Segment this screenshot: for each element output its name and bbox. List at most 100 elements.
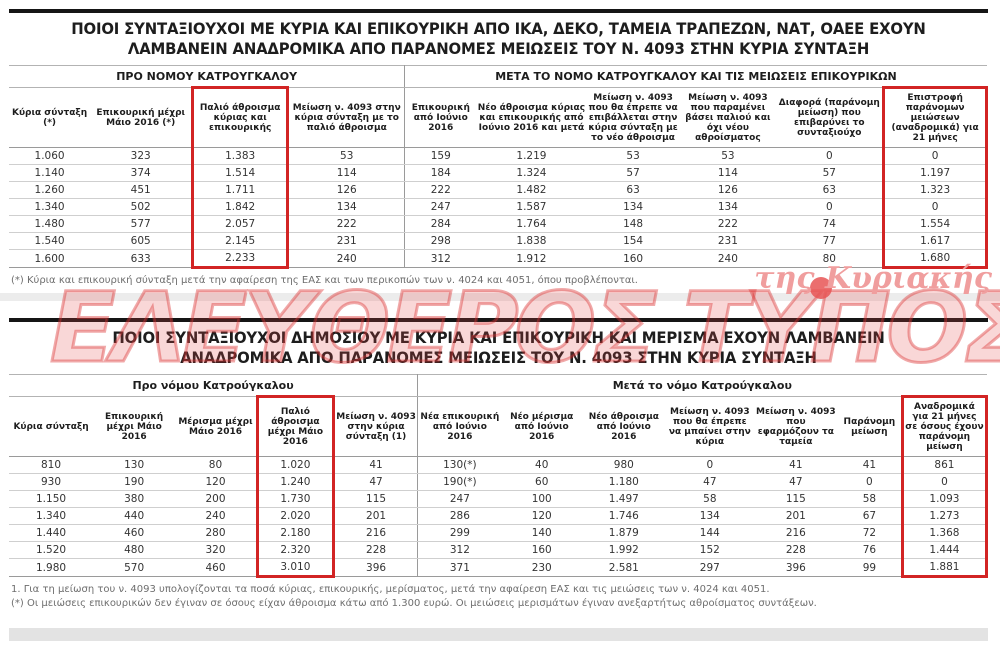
table-cell: 58: [837, 490, 903, 509]
table-cell: 280: [175, 524, 258, 543]
table-cell: 0: [837, 473, 903, 492]
table-cell: 1.482: [476, 181, 587, 200]
footnote-line2: (*) Οι μειώσεις επικουρικών δεν έγιναν σ…: [11, 597, 817, 609]
table-cell: 148: [586, 215, 680, 234]
column-header: Κύρια σύνταξη (*): [9, 87, 91, 149]
table-cell: 2.581: [581, 558, 666, 578]
pension-table-section-ika: ΠΟΙΟΙ ΣΥΝΤΑΞΙΟΥΧΟΙ ΜΕ ΚΥΡΙΑ ΚΑΙ ΕΠΙΚΟΥΡΙ…: [9, 9, 988, 288]
table-cell: 1.480: [9, 215, 91, 234]
bottom-rule-strip: [9, 628, 988, 641]
column-header: Μείωση ν. 4093 που παραμένει βάσει παλιο…: [679, 87, 777, 149]
table-cell: 53: [679, 147, 777, 166]
table-cell: 0: [776, 147, 884, 166]
table-cell: 67: [837, 507, 903, 526]
column-header: Αναδρομικά για 21 μήνες σε όσους έχουν π…: [900, 395, 989, 458]
table-cell: 396: [753, 558, 838, 578]
table-cell: 2.145: [191, 232, 290, 251]
table-cell: 0: [900, 473, 989, 492]
table-cell: 1.587: [476, 198, 587, 217]
table-cell: 130: [93, 456, 176, 475]
table-cell: 1.180: [581, 473, 666, 492]
table-cell: 160: [501, 541, 582, 560]
table-cell: 2.020: [255, 507, 336, 526]
table-cell: 1.540: [9, 232, 91, 251]
column-header: Παλιό άθροισμα μέχρι Μάιο 2016: [255, 395, 336, 458]
table-cell: 371: [417, 558, 502, 578]
table-cell: 312: [404, 249, 477, 269]
table-cell: 1.324: [476, 164, 587, 183]
section-title: ΠΟΙΟΙ ΣΥΝΤΑΞΙΟΥΧΟΙ ΜΕ ΚΥΡΙΑ ΚΑΙ ΕΠΙΚΟΥΡΙ…: [43, 19, 953, 58]
column-header-row: Κύρια σύνταξη (*) Επικουρική μέχρι Μάιο 2…: [9, 86, 988, 149]
table-cell: 231: [287, 232, 406, 251]
table-cell: 0: [882, 198, 988, 217]
table-cell: 396: [333, 558, 419, 578]
table-row: 810 130 80 1.020 41 130(*) 40 980 0 41 41 861: [9, 456, 989, 475]
table-cell: 320: [175, 541, 258, 560]
table-cell: 1.554: [882, 215, 988, 234]
table-cell: 2.233: [191, 249, 290, 270]
column-header: Επικουρική από Ιούνιο 2016: [404, 87, 477, 149]
table-cell: 380: [93, 490, 176, 509]
table-row: 930 190 120 1.240 47 190(*) 60 1.180 47 47 0 0: [9, 473, 989, 492]
table-cell: 114: [679, 164, 777, 183]
table-row: 1.260 451 1.711 126 222 1.482 63 126 63 1.323: [9, 181, 988, 200]
table-cell: 80: [776, 249, 884, 269]
column-header-row: Κύρια σύνταξη Επικουρική μέχρι Μάιο 2016 Μ…: [9, 395, 989, 458]
table-cell: 134: [586, 198, 680, 217]
table-cell: 216: [753, 524, 838, 543]
table-cell: 222: [404, 181, 477, 200]
group-header-post: Μετά το νόμο Κατρούγκαλου: [417, 374, 987, 398]
table-cell: 1.842: [191, 198, 290, 217]
table-cell: 980: [581, 456, 666, 475]
table-cell: 1.746: [581, 507, 666, 526]
table-cell: 1.340: [9, 507, 94, 526]
table-cell: 451: [90, 181, 193, 200]
table-cell: 810: [9, 456, 94, 475]
table-cell: 0: [882, 147, 988, 166]
footnote-line1: 1. Για τη μείωση του ν. 4093 υπολογίζοντ…: [11, 584, 770, 596]
table-cell: 861: [900, 456, 989, 475]
table-cell: 154: [586, 232, 680, 251]
table-cell: 222: [679, 215, 777, 234]
table-cell: 1.680: [882, 249, 988, 270]
table-cell: 126: [287, 181, 406, 200]
table-cell: 130(*): [417, 456, 502, 475]
table-cell: 284: [404, 215, 477, 234]
footnote: 1. Για τη μείωση του ν. 4093 υπολογίζοντ…: [9, 583, 988, 610]
column-header: Μέρισμα μέχρι Μάιο 2016: [175, 396, 258, 458]
column-header: Επιστροφή παράνομων μειώσεων (αναδρομικά…: [882, 86, 988, 149]
column-header: Μείωση ν. 4093 στην κύρια σύνταξη με το …: [287, 87, 406, 149]
table-cell: 134: [287, 198, 406, 217]
table-cell: 440: [93, 507, 176, 526]
table-cell: 77: [776, 232, 884, 251]
table-row: 1.140 374 1.514 114 184 1.324 57 114 57 1.197: [9, 164, 988, 183]
table-cell: 2.057: [191, 215, 290, 234]
table-cell: 140: [501, 524, 582, 543]
table-cell: 159: [404, 147, 477, 166]
table-cell: 201: [333, 507, 419, 526]
table-cell: 80: [175, 456, 258, 475]
table-cell: 312: [417, 541, 502, 560]
table-cell: 2.180: [255, 524, 336, 543]
table-row: 1.540 605 2.145 231 298 1.838 154 231 77 1.617: [9, 232, 988, 251]
table-cell: 76: [837, 541, 903, 560]
table-cell: 74: [776, 215, 884, 234]
table-cell: 231: [679, 232, 777, 251]
table-cell: 57: [776, 164, 884, 183]
table-cell: 247: [404, 198, 477, 217]
section-title-line2: ΑΝΑΔΡΟΜΙΚΑ ΑΠΟ ΠΑΡΑΝΟΜΕΣ ΜΕΙΩΣΕΙΣ ΤΟΥ Ν.…: [180, 347, 817, 367]
column-header: Νέο άθροισμα από Ιούνιο 2016: [581, 396, 666, 458]
table-row: 1.340 440 240 2.020 201 286 120 1.746 134 201 67 1.…: [9, 507, 989, 526]
table-cell: 190(*): [417, 473, 502, 492]
table-cell: 0: [665, 456, 754, 475]
table-cell: 228: [753, 541, 838, 560]
table-row: 1.060 323 1.383 53 159 1.219 53 53 0 0: [9, 147, 988, 166]
table-cell: 115: [333, 490, 419, 509]
table-cell: 53: [586, 147, 680, 166]
table-cell: 1.260: [9, 181, 91, 200]
table-cell: 240: [287, 249, 406, 269]
group-header-post: ΜΕΤΑ ΤΟ ΝΟΜΟ ΚΑΤΡΟΥΓΚΑΛΟΥ ΚΑΙ ΤΙΣ ΜΕΙΩΣΕ…: [404, 65, 987, 89]
table-cell: 201: [753, 507, 838, 526]
table-cell: 1.323: [882, 181, 988, 200]
table-cell: 160: [586, 249, 680, 269]
